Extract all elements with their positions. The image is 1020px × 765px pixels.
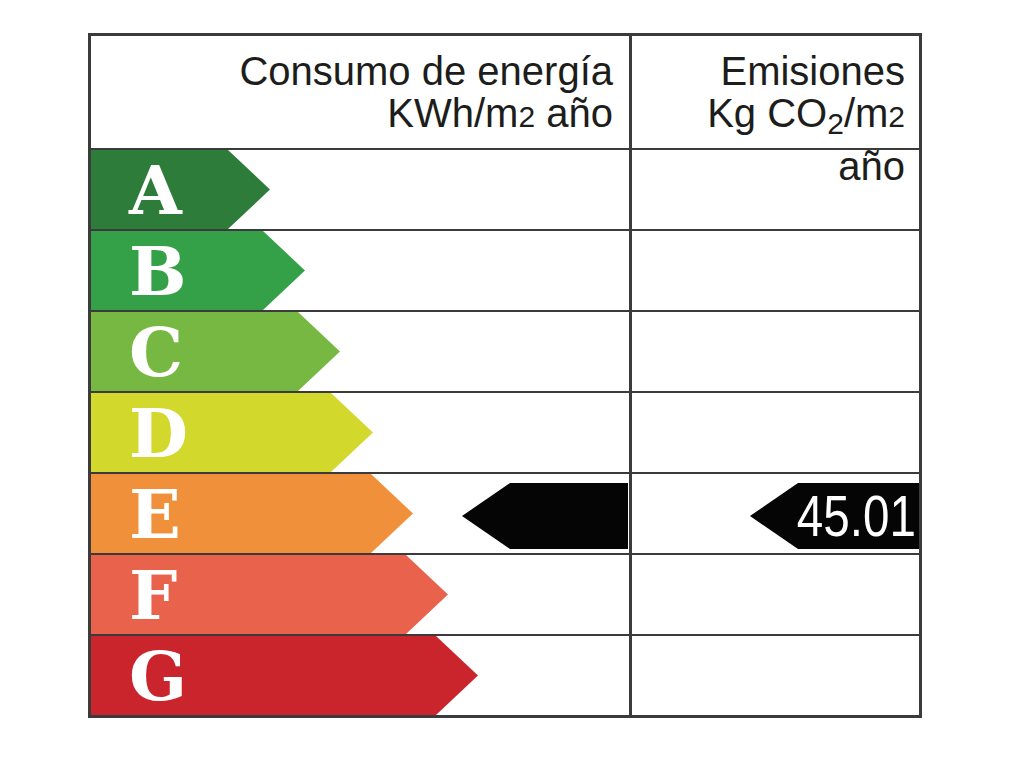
emisiones-unit-text: Kg CO (707, 91, 827, 135)
rating-arrow-b: B (91, 231, 305, 310)
emisiones-value: 45.01 (797, 483, 919, 549)
rating-letter-b: B (129, 237, 186, 305)
emisiones-unit-subscript: 2 (827, 107, 844, 140)
rating-letter-f: F (129, 561, 177, 629)
consumo-unit-exponent: 2 (518, 100, 535, 133)
emisiones-unit-mid: /m (844, 91, 888, 135)
rating-row-b: B (91, 231, 919, 310)
header-consumo: Consumo de energía KWh/m2 año (91, 36, 629, 148)
consumo-unit-text: KWh/m (387, 91, 518, 135)
rating-arrow-d: D (91, 393, 373, 472)
rating-letter-a: A (129, 156, 182, 224)
rating-letter-g: G (129, 642, 187, 710)
energy-efficiency-label: Consumo de energía KWh/m2 año Emisiones … (0, 0, 1020, 765)
emisiones-title: Emisiones (632, 50, 905, 92)
rating-row-f: F (91, 555, 919, 634)
header-emisiones: Emisiones Kg CO2/m2 año (632, 36, 919, 148)
consumo-unit: KWh/m2 año (91, 92, 613, 138)
rating-arrow-g: G (91, 636, 478, 715)
rating-arrow-f: F (91, 555, 448, 634)
rating-letter-d: D (129, 399, 188, 467)
consumo-unit-suffix: año (535, 91, 613, 135)
rating-arrow-c: C (91, 312, 340, 391)
consumo-title: Consumo de energía (91, 50, 613, 92)
rating-row-d: D (91, 393, 919, 472)
rating-arrow-e: E (91, 474, 413, 553)
rating-letter-c: C (129, 318, 183, 386)
rating-row-a: A (91, 150, 919, 229)
rating-letter-e: E (129, 480, 181, 548)
rating-row-c: C (91, 312, 919, 391)
rating-table: Consumo de energía KWh/m2 año Emisiones … (88, 33, 922, 718)
rating-row-g: G (91, 636, 919, 715)
emisiones-unit-exponent: 2 (888, 100, 905, 133)
rating-arrow-a: A (91, 150, 270, 229)
table-header: Consumo de energía KWh/m2 año Emisiones … (91, 36, 919, 148)
